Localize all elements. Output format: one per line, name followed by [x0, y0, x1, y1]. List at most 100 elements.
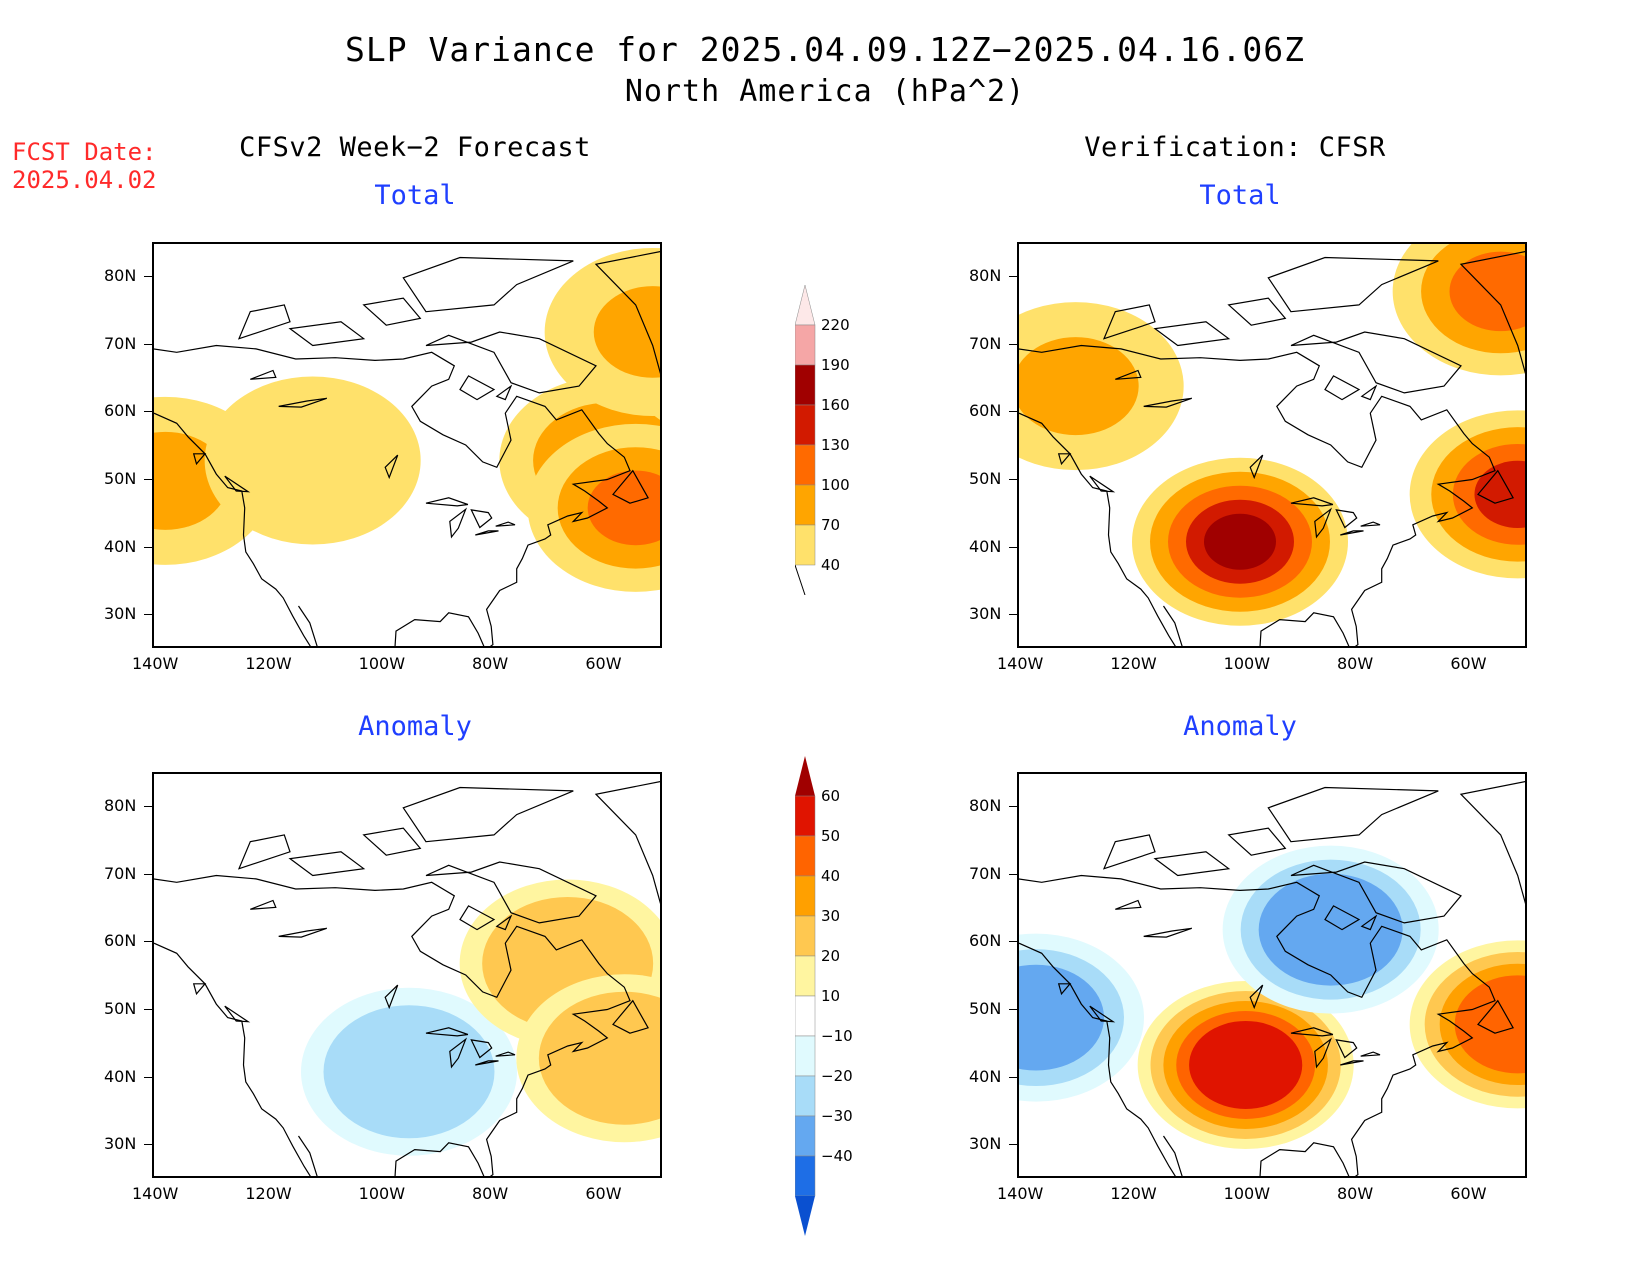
- lon-label-3-0: 140W: [997, 1184, 1044, 1203]
- lon-label-0-3: 80W: [472, 654, 509, 673]
- island-outline-8: [612, 999, 649, 1034]
- anomaly-colorbar-segment-3: [794, 875, 816, 917]
- island-outline-0: [1290, 861, 1462, 924]
- anomaly-colorbar-segment-4: [794, 915, 816, 957]
- lake-outline-6: [1115, 899, 1142, 910]
- island-outline-5: [594, 250, 660, 374]
- anomaly-colorbar-segment-1: [794, 795, 816, 837]
- lake-outline-2: [1335, 1039, 1358, 1059]
- total-colorbar-label-2: 160: [821, 396, 850, 414]
- west-coast-line: [154, 942, 311, 1176]
- lat-label-2-5: 30N: [104, 1134, 137, 1154]
- lat-label-3-1: 70N: [969, 863, 1002, 883]
- lon-label-3-4: 60W: [1450, 1184, 1487, 1203]
- lon-label-0-4: 60W: [585, 654, 622, 673]
- total-colorbar-segment-1: [794, 364, 816, 406]
- lat-tick-3-2: [1009, 941, 1017, 943]
- forecast-total-map: [152, 242, 662, 648]
- lake-outline-3: [475, 1060, 499, 1066]
- island-outline-5: [1459, 780, 1525, 904]
- anomaly-colorbar-label-5: 10: [821, 987, 841, 1005]
- island-outline-4: [402, 786, 574, 843]
- anomaly-colorbar-top-arrow: [795, 756, 815, 796]
- lat-label-1-1: 70N: [969, 333, 1002, 353]
- island-outline-4: [402, 256, 574, 313]
- east-arctic-coast-line: [1019, 344, 1496, 646]
- lat-label-2-2: 60N: [104, 931, 137, 951]
- total-colorbar-label-5: 70: [821, 516, 841, 534]
- lake-outline-0: [1290, 497, 1334, 507]
- lake-outline-0: [425, 497, 469, 507]
- verification-anomaly-svg: [1019, 780, 1525, 1176]
- lat-label-0-4: 40N: [104, 536, 137, 556]
- lon-label-1-4: 60W: [1450, 654, 1487, 673]
- anomaly-colorbar-segment-9: [794, 1115, 816, 1157]
- lake-outline-4: [495, 1051, 516, 1057]
- lat-label-3-4: 40N: [969, 1066, 1002, 1086]
- island-outline-3: [1227, 297, 1287, 326]
- gulf-california-line: [298, 1135, 318, 1176]
- main-subtitle: North America (hPa^2): [624, 74, 1026, 109]
- lon-label-2-0: 140W: [132, 1184, 179, 1203]
- anomaly-colorbar-label-8: −30: [821, 1107, 853, 1125]
- lat-tick-2-5: [144, 1144, 152, 1146]
- lat-tick-1-4: [1009, 546, 1017, 548]
- island-outline-7: [1360, 384, 1378, 401]
- lake-outline-4: [1360, 521, 1381, 527]
- gulf-california-line: [1163, 605, 1183, 646]
- lon-label-3-3: 80W: [1337, 1184, 1374, 1203]
- island-outline-8: [1477, 999, 1514, 1034]
- forecast-column-heading: CFSv2 Week−2 Forecast: [239, 132, 591, 163]
- lon-label-2-1: 120W: [245, 1184, 292, 1203]
- verification-anomaly-contour-2-2: [1258, 873, 1403, 986]
- lake-outline-2: [470, 509, 493, 529]
- island-outline-8: [1477, 469, 1514, 504]
- forecast-anomaly-contour-0-1: [323, 1005, 495, 1139]
- forecast-total-subtitle: Total: [374, 180, 456, 211]
- lat-tick-2-2: [144, 941, 152, 943]
- lat-tick-3-1: [1009, 873, 1017, 875]
- anomaly-colorbar-segment-6: [794, 995, 816, 1037]
- anomaly-colorbar-label-7: −20: [821, 1067, 853, 1085]
- total-colorbar-label-0: 220: [821, 316, 850, 334]
- island-outline-0: [1290, 331, 1462, 394]
- verification-total-subtitle: Total: [1199, 180, 1281, 211]
- verification-anomaly-map: [1017, 772, 1527, 1178]
- anomaly-colorbar-label-1: 50: [821, 827, 841, 845]
- forecast-total-contour-1-0: [204, 376, 421, 545]
- lat-label-3-2: 60N: [969, 931, 1002, 951]
- lat-tick-1-3: [1009, 478, 1017, 480]
- forecast-anomaly-map: [152, 772, 662, 1178]
- island-outline-6: [459, 375, 496, 401]
- verification-total-map: [1017, 242, 1527, 648]
- island-outline-3: [362, 827, 422, 856]
- verification-anomaly-contour-0-4: [1189, 1020, 1303, 1109]
- island-outline-4: [1267, 256, 1439, 313]
- lat-tick-0-2: [144, 411, 152, 413]
- forecast-total-coastlines: [154, 250, 660, 646]
- island-outline-7: [495, 384, 513, 401]
- lon-label-3-2: 100W: [1223, 1184, 1271, 1203]
- lat-tick-0-3: [144, 478, 152, 480]
- island-outline-10: [224, 1005, 251, 1023]
- anomaly-colorbar-label-3: 30: [821, 907, 841, 925]
- forecast-total-shading: [154, 247, 660, 592]
- gulf-california-line: [298, 605, 318, 646]
- island-outline-1: [237, 834, 291, 870]
- lake-outline-5: [1143, 397, 1192, 408]
- lat-tick-3-5: [1009, 1144, 1017, 1146]
- forecast-anomaly-shading: [301, 879, 660, 1156]
- island-outline-5: [594, 780, 660, 904]
- lake-outline-5: [278, 397, 327, 408]
- lat-label-1-0: 80N: [969, 265, 1002, 285]
- lake-outline-4: [1360, 1051, 1381, 1057]
- lon-label-1-0: 140W: [997, 654, 1044, 673]
- island-outline-2: [288, 321, 366, 347]
- lon-label-2-2: 100W: [358, 1184, 406, 1203]
- forecast-total-contour-3-2: [587, 470, 660, 546]
- lat-label-2-3: 50N: [104, 998, 137, 1018]
- island-outline-10: [1089, 1005, 1116, 1023]
- lat-label-3-5: 30N: [969, 1134, 1002, 1154]
- island-outline-8: [612, 469, 649, 504]
- verification-column-heading: Verification: CFSR: [1084, 132, 1386, 163]
